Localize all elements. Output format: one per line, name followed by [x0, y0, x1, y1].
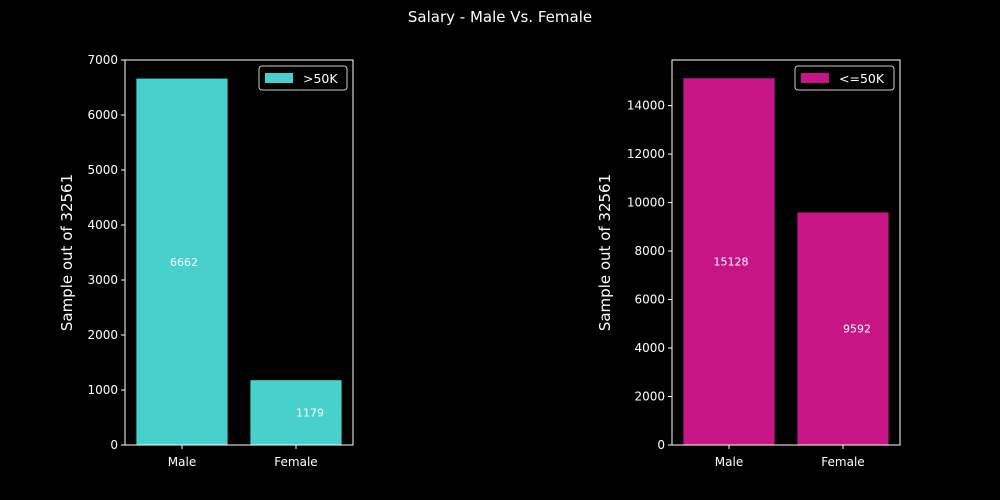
data-label-female: 9592 [843, 323, 871, 336]
y-tick-label: 3000 [87, 273, 118, 287]
chart-title: Salary - Male Vs. Female [408, 8, 592, 26]
y-tick-label: 6000 [634, 293, 665, 307]
legend: >50K [258, 65, 348, 91]
legend-swatch [801, 73, 829, 83]
axes-frame [671, 59, 901, 446]
y-tick-label: 6000 [87, 108, 118, 122]
y-tick-label: 0 [110, 438, 118, 452]
x-tick-label-male: Male [715, 455, 743, 469]
y-tick-label: 14000 [627, 99, 665, 113]
chart-panel-2: 15128 Male 9592 Female 0 2000 4000 6000 8000 1000… [596, 59, 901, 469]
x-tick-label-female: Female [821, 455, 864, 469]
legend-swatch [265, 73, 293, 83]
y-tick-label: 10000 [627, 196, 665, 210]
x-tick-label-male: Male [168, 455, 196, 469]
y-tick-label: 4000 [87, 218, 118, 232]
y-tick-label: 2000 [87, 328, 118, 342]
data-label-female: 1179 [296, 407, 324, 420]
x-tick-label-female: Female [274, 455, 317, 469]
bar-male [136, 78, 228, 445]
y-axis-label: Sample out of 32561 [596, 174, 614, 331]
y-tick-label: 5000 [87, 163, 118, 177]
y-tick-label: 2000 [634, 390, 665, 404]
y-tick-label: 7000 [87, 53, 118, 67]
bar-female [797, 212, 889, 445]
legend-box [258, 65, 348, 91]
legend-label: >50K [303, 71, 338, 86]
legend: <=50K [794, 65, 895, 91]
y-tick-label: 0 [657, 438, 665, 452]
y-tick-label: 4000 [634, 341, 665, 355]
y-tick-label: 1000 [87, 383, 118, 397]
y-tick-label: 12000 [627, 147, 665, 161]
y-axis-label: Sample out of 32561 [58, 174, 76, 331]
bar-female [250, 380, 342, 445]
legend-box [794, 65, 895, 91]
chart-panel-1: 6662 Male 1179 Female 0 1000 2000 3000 4000 5000 6… [58, 53, 354, 469]
legend-label: <=50K [839, 71, 885, 86]
data-label-male: 6662 [170, 256, 198, 269]
y-tick-label: 8000 [634, 244, 665, 258]
data-label-male: 15128 [714, 256, 749, 269]
bar-male [683, 78, 775, 445]
axes-frame [124, 59, 354, 446]
